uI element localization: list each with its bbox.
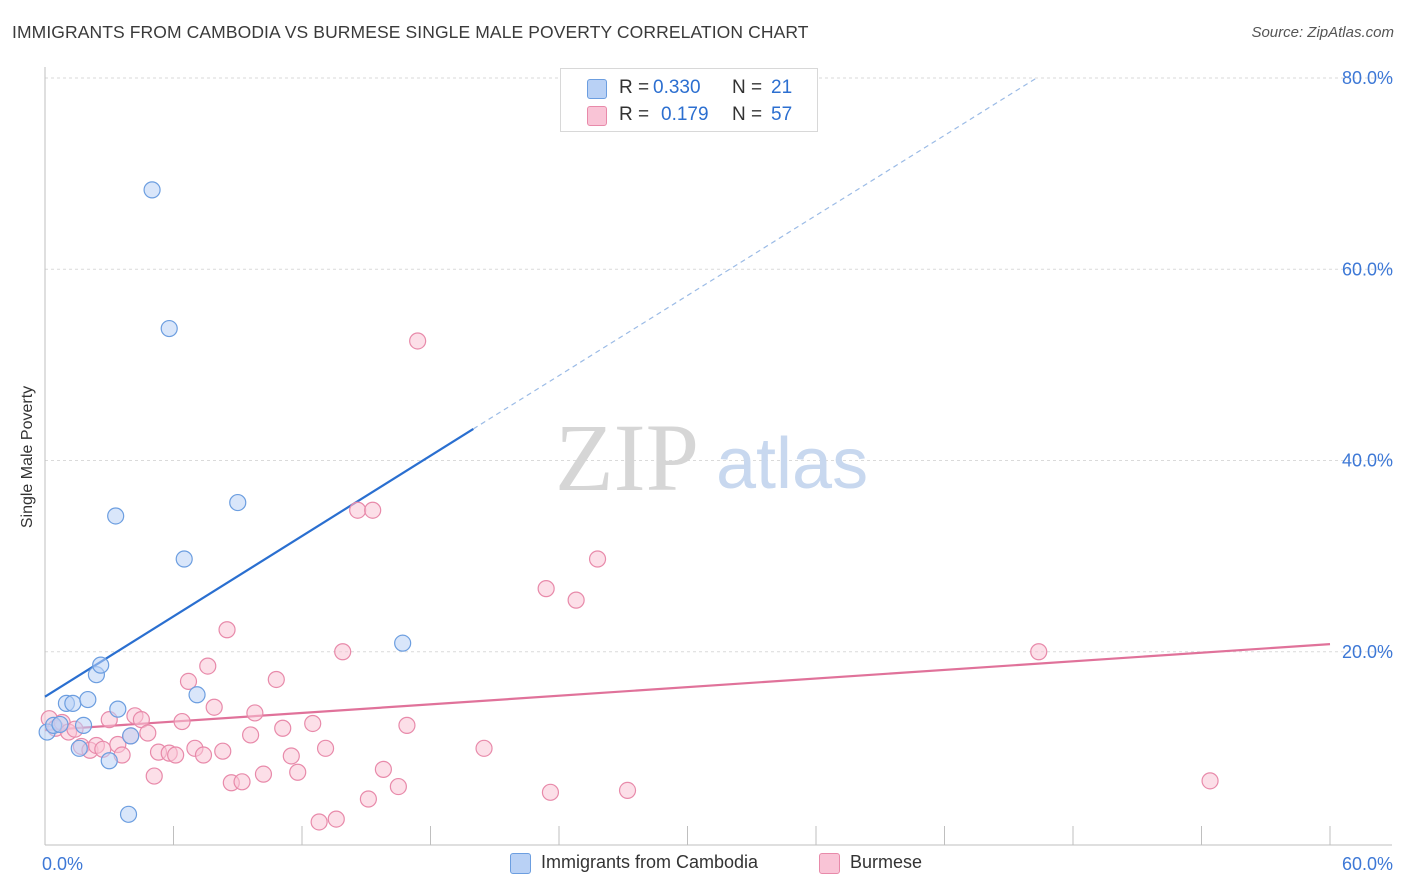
- trend-line-cambodia: [44, 428, 474, 698]
- burmese-point: [359, 790, 377, 808]
- watermark: ZIP atlas: [555, 404, 868, 511]
- burmese-point: [246, 704, 264, 722]
- source-label: Source: ZipAtlas.com: [1251, 24, 1394, 41]
- burmese-point: [218, 621, 236, 639]
- burmese-point: [310, 813, 328, 831]
- burmese-point: [374, 760, 392, 778]
- chart-title: IMMIGRANTS FROM CAMBODIA VS BURMESE SING…: [12, 22, 809, 42]
- burmese-point: [1030, 643, 1048, 661]
- cambodia-point: [160, 319, 178, 338]
- burmese-point: [334, 643, 352, 661]
- cambodia-point: [79, 690, 97, 709]
- burmese-point: [316, 739, 335, 757]
- burmese-point: [349, 501, 367, 519]
- legend-r-label: R =: [619, 77, 650, 98]
- tick-labels: 20.0% 40.0% 60.0% 80.0% 0.0% 60.0%: [42, 68, 1393, 874]
- cambodia-point: [64, 694, 82, 712]
- burmese-point: [541, 783, 560, 801]
- burmese-point: [588, 550, 607, 568]
- bottom-legend-label-burmese: Burmese: [850, 852, 923, 872]
- cambodia-point: [107, 507, 125, 525]
- burmese-point: [179, 672, 198, 690]
- bottom-legend-swatch-cambodia: [510, 853, 531, 874]
- watermark-zip: ZIP: [555, 404, 699, 511]
- burmese-point: [139, 724, 157, 742]
- cambodia-point: [119, 805, 138, 823]
- burmese-point: [282, 747, 300, 765]
- y-tick-label: 60.0%: [1342, 259, 1393, 279]
- burmese-point: [267, 670, 285, 689]
- legend-r-label: R =: [619, 104, 650, 125]
- y-tick-label: 20.0%: [1342, 642, 1393, 662]
- burmese-point: [1201, 772, 1219, 790]
- bottom-legend-swatch-burmese: [819, 853, 840, 874]
- burmese-point: [205, 698, 223, 716]
- cambodia-point: [51, 715, 69, 734]
- cambodia-point: [92, 656, 110, 674]
- burmese-point: [254, 765, 273, 783]
- legend-swatch-burmese: [587, 106, 607, 126]
- legend-n-value: 57: [771, 104, 793, 125]
- correlation-legend: R = 0.330 N = 21 R = 0.179 N = 57: [560, 68, 818, 132]
- legend-r-value: 0.330: [653, 77, 701, 98]
- burmese-point: [304, 714, 322, 733]
- burmese-point: [475, 739, 493, 757]
- burmese-point: [194, 746, 213, 764]
- legend-n-label: N =: [732, 77, 763, 98]
- cambodia-point: [229, 493, 247, 512]
- y-tick-label: 80.0%: [1342, 68, 1393, 88]
- axis-layer: [44, 67, 1392, 846]
- burmese-point: [364, 501, 382, 519]
- burmese-point: [242, 726, 260, 744]
- burmese-point: [214, 742, 232, 760]
- legend-n-value: 21: [771, 77, 793, 98]
- x-tick-label: 0.0%: [42, 854, 83, 874]
- burmese-point: [289, 763, 307, 781]
- cambodia-point: [74, 716, 93, 734]
- burmese-point: [274, 719, 292, 737]
- cambodia-point: [188, 686, 206, 704]
- burmese-point: [233, 773, 251, 791]
- burmese-point: [537, 580, 555, 598]
- watermark-atlas: atlas: [716, 424, 868, 504]
- legend-swatch-cambodia: [587, 79, 607, 99]
- y-tick-label: 40.0%: [1342, 451, 1393, 471]
- cambodia-point: [394, 634, 412, 652]
- burmese-point: [618, 781, 637, 800]
- bottom-legend-label-cambodia: Immigrants from Cambodia: [541, 852, 759, 872]
- points-layer: [38, 181, 1219, 831]
- burmese-point: [167, 746, 185, 764]
- cambodia-point: [122, 727, 140, 745]
- burmese-point: [173, 712, 191, 731]
- burmese-point: [199, 657, 217, 675]
- trend-line-cambodia-extension: [473, 77, 1037, 430]
- cambodia-point: [109, 700, 127, 718]
- burmese-point: [398, 716, 416, 734]
- burmese-point: [327, 810, 345, 828]
- legend-n-label: N =: [732, 104, 763, 125]
- burmese-point: [409, 332, 427, 350]
- burmese-point: [389, 777, 407, 796]
- cambodia-point: [100, 752, 118, 770]
- legend-r-value: 0.179: [661, 104, 709, 125]
- x-tick-label: 60.0%: [1342, 854, 1393, 874]
- burmese-point: [145, 767, 163, 785]
- cambodia-point: [175, 550, 193, 568]
- cambodia-point: [70, 739, 88, 757]
- cambodia-point: [143, 181, 161, 199]
- grid-layer: [45, 77, 1392, 653]
- trend-line-burmese: [44, 643, 1331, 732]
- burmese-point: [567, 591, 585, 609]
